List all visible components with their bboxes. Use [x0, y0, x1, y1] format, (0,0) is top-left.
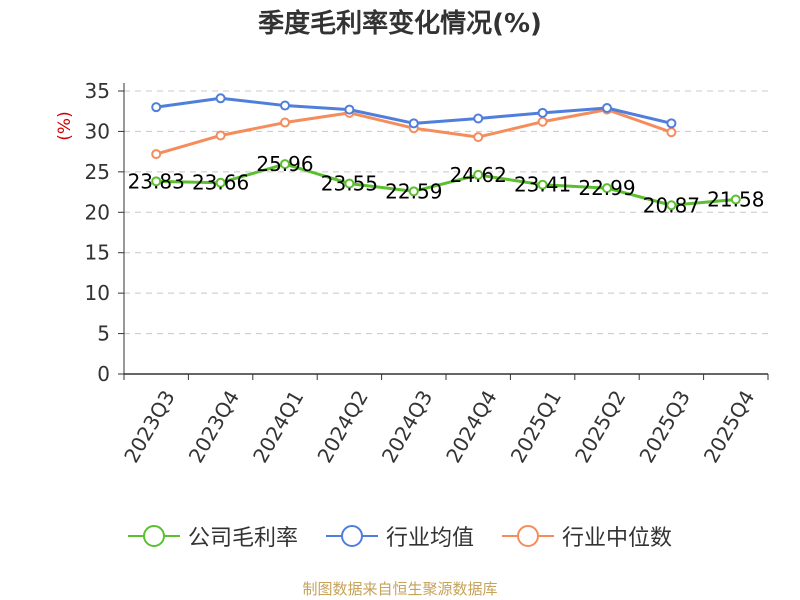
y-tick-label: 20	[85, 200, 110, 224]
legend-item-1[interactable]: 行业均值	[325, 520, 474, 552]
y-tick-label: 30	[85, 119, 110, 143]
x-tick-label: 2023Q4	[184, 386, 244, 467]
x-tick-label: 2024Q4	[441, 386, 501, 467]
data-point[interactable]	[151, 102, 162, 113]
chart-title: 季度毛利率变化情况(%)	[258, 9, 542, 39]
data-point[interactable]	[344, 178, 355, 189]
data-point[interactable]	[730, 194, 741, 205]
data-point[interactable]	[537, 179, 548, 190]
legend-swatch-icon	[502, 525, 554, 547]
data-point[interactable]	[666, 118, 677, 129]
data-point[interactable]	[537, 116, 548, 127]
source-note: 制图数据来自恒生聚源数据库	[302, 580, 498, 598]
data-label: 24.62	[450, 163, 507, 187]
data-point[interactable]	[215, 93, 226, 104]
data-labels: 23.83 23.66 25.96 23.55 22.59 24.62 23.41 22.99…	[128, 152, 765, 217]
data-label: 20.87	[643, 193, 700, 217]
y-axis-label: (%)	[55, 111, 75, 140]
data-point[interactable]	[537, 107, 548, 118]
data-label: 25.96	[256, 152, 313, 176]
series-line-0	[156, 162, 736, 207]
data-point[interactable]	[602, 102, 612, 113]
data-label: 23.83	[128, 169, 185, 193]
data-point[interactable]	[151, 176, 162, 187]
data-point[interactable]	[473, 169, 484, 180]
y-tick-label: 0	[97, 362, 110, 386]
x-tick-label: 2023Q3	[119, 386, 179, 467]
data-point[interactable]	[151, 149, 162, 160]
legend: 公司毛利率 行业均值 行业中位数	[0, 520, 800, 552]
data-label: 23.66	[192, 171, 249, 195]
legend-item-2[interactable]: 行业中位数	[502, 520, 672, 552]
x-tick-label: 2025Q1	[506, 386, 566, 467]
data-point[interactable]	[666, 200, 677, 211]
data-point[interactable]	[473, 113, 484, 124]
legend-label: 行业中位数	[562, 526, 673, 551]
x-tick-label: 2024Q1	[248, 386, 308, 467]
x-tick-label: 2025Q4	[699, 386, 759, 467]
legend-swatch-icon	[127, 525, 180, 547]
y-tick-label: 15	[85, 241, 110, 265]
data-point[interactable]	[344, 104, 355, 115]
data-label: 22.99	[578, 176, 635, 200]
legend-label: 行业均值	[385, 526, 474, 551]
y-tick-label: 35	[85, 79, 110, 103]
series-lines	[151, 93, 741, 211]
legend-label: 公司毛利率	[187, 526, 298, 551]
y-tick-label: 10	[85, 281, 110, 305]
y-tick-label: 5	[97, 322, 110, 346]
data-label: 23.55	[321, 172, 378, 196]
legend-swatch-icon	[325, 525, 378, 547]
data-point[interactable]	[408, 118, 419, 129]
x-tick-label: 2024Q2	[312, 386, 372, 467]
data-point[interactable]	[666, 127, 677, 138]
data-point[interactable]	[602, 183, 612, 194]
data-point[interactable]	[280, 100, 290, 111]
legend-item-0[interactable]: 公司毛利率	[127, 520, 298, 552]
y-tick-label: 25	[85, 160, 110, 184]
data-point[interactable]	[408, 186, 419, 197]
data-point[interactable]	[215, 177, 226, 188]
x-tick-label: 2025Q3	[634, 386, 694, 467]
data-label: 22.59	[385, 179, 442, 203]
data-point[interactable]	[280, 117, 290, 128]
data-label: 23.41	[514, 173, 571, 197]
data-label: 21.58	[707, 188, 764, 212]
data-point[interactable]	[280, 159, 290, 170]
x-tick-label: 2025Q2	[570, 386, 630, 467]
data-point[interactable]	[215, 130, 226, 141]
data-point[interactable]	[473, 132, 484, 143]
x-tick-label: 2024Q3	[377, 386, 437, 467]
